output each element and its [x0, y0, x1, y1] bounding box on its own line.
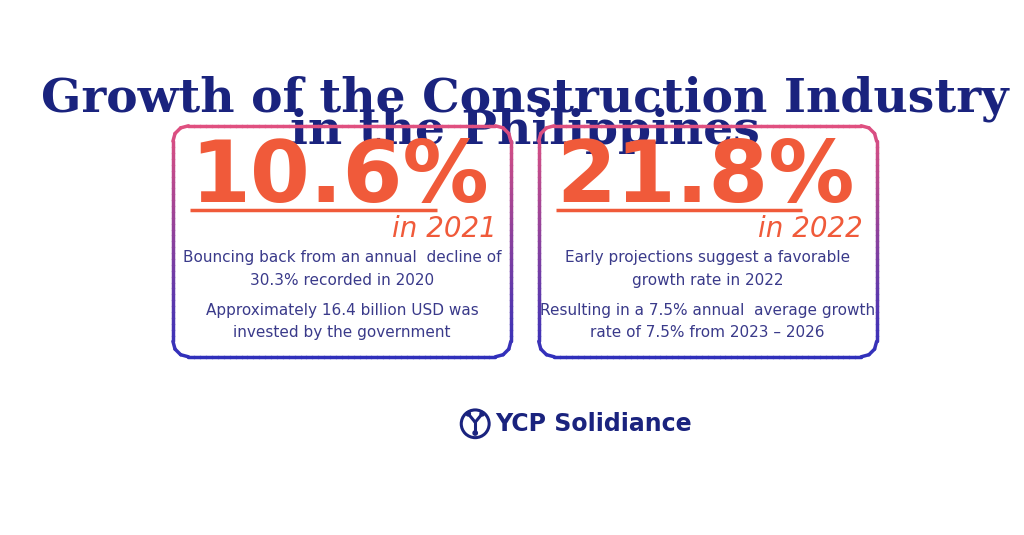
Text: 10.6%: 10.6%	[190, 136, 488, 220]
Circle shape	[473, 431, 477, 435]
Text: in 2021: in 2021	[392, 215, 497, 243]
Text: Growth of the Construction Industry: Growth of the Construction Industry	[41, 75, 1009, 122]
Text: Bouncing back from an annual  decline of
30.3% recorded in 2020: Bouncing back from an annual decline of …	[182, 250, 501, 288]
Text: in the Philippines: in the Philippines	[290, 108, 760, 154]
FancyBboxPatch shape	[173, 126, 511, 357]
Text: Approximately 16.4 billion USD was
invested by the government: Approximately 16.4 billion USD was inves…	[206, 303, 478, 340]
Text: 21.8%: 21.8%	[556, 136, 854, 220]
Text: Resulting in a 7.5% annual  average growth
rate of 7.5% from 2023 – 2026: Resulting in a 7.5% annual average growt…	[540, 303, 876, 340]
Circle shape	[480, 411, 484, 416]
Text: Early projections suggest a favorable
growth rate in 2022: Early projections suggest a favorable gr…	[565, 250, 850, 288]
Text: in 2022: in 2022	[758, 215, 862, 243]
Text: YCP Solidiance: YCP Solidiance	[496, 412, 692, 436]
FancyBboxPatch shape	[539, 126, 877, 357]
Circle shape	[466, 411, 470, 416]
